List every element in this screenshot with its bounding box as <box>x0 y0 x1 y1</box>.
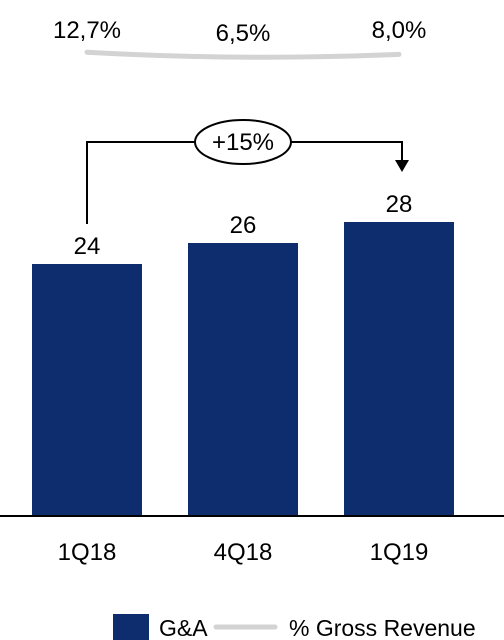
line-value-label-4Q18: 6,5% <box>216 20 271 47</box>
legend-label-ga: G&A <box>159 615 208 640</box>
category-label-4Q18: 4Q18 <box>214 539 273 566</box>
growth-label: +15% <box>212 129 274 156</box>
legend-swatch-ga <box>113 614 149 640</box>
bar-value-label-4Q18: 26 <box>230 212 257 239</box>
growth-oval <box>194 119 292 165</box>
bar-value-label-1Q19: 28 <box>386 191 413 218</box>
bar-4Q18 <box>188 243 298 516</box>
bars <box>32 222 454 516</box>
arrow-down-icon <box>395 160 409 172</box>
gross-revenue-line <box>84 49 402 60</box>
category-label-1Q19: 1Q19 <box>370 539 429 566</box>
bar-1Q18 <box>32 264 142 516</box>
line-value-label-1Q19: 8,0% <box>372 17 427 44</box>
legend-label-gross-revenue: % Gross Revenue <box>289 615 476 640</box>
growth-bracket: +15% <box>86 119 409 224</box>
line-value-label-1Q18: 12,7% <box>53 17 121 44</box>
bar-value-label-1Q18: 24 <box>74 233 101 260</box>
line-value-labels: 12,7% 6,5% 8,0% <box>53 17 426 47</box>
bar-value-labels: 24 26 28 <box>74 191 413 260</box>
legend: G&A % Gross Revenue <box>113 614 476 640</box>
category-label-1Q18: 1Q18 <box>58 539 117 566</box>
category-labels: 1Q18 4Q18 1Q19 <box>58 539 429 566</box>
bar-1Q19 <box>344 222 454 516</box>
